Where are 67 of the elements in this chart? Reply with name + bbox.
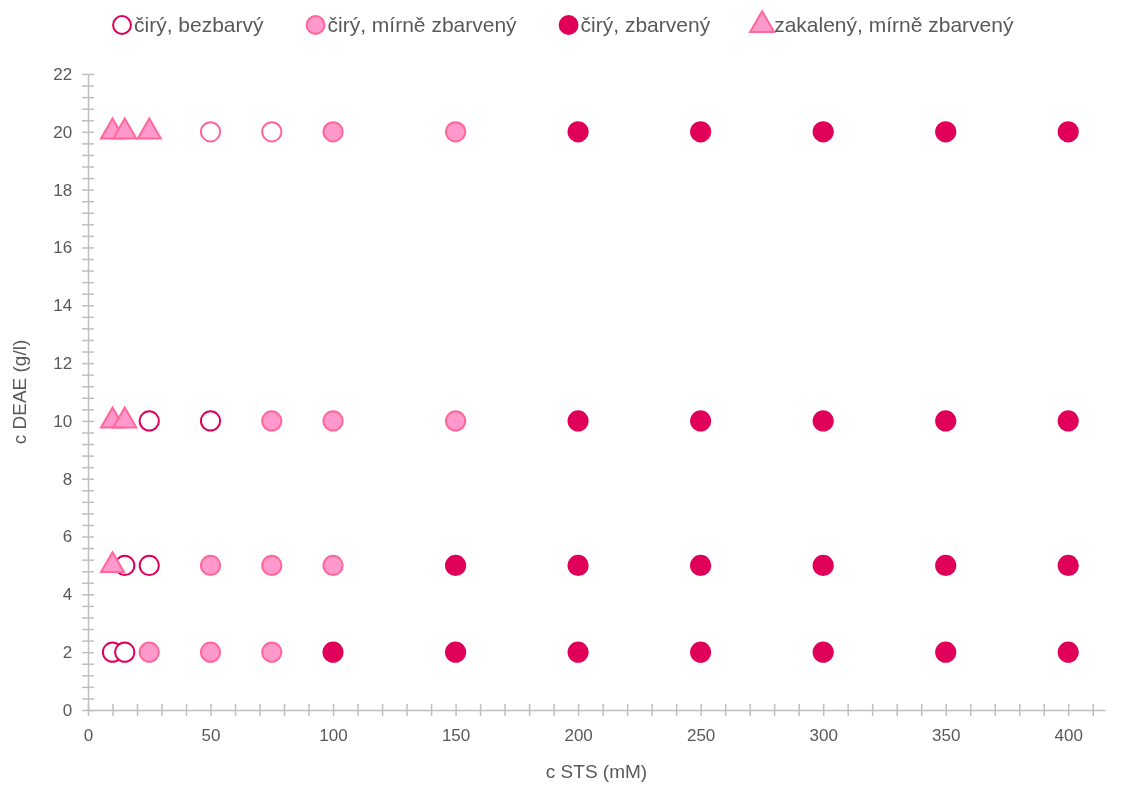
y-tick-label: 10	[53, 411, 73, 431]
point	[690, 641, 712, 663]
x-tick-label: 200	[564, 726, 593, 746]
point	[812, 121, 834, 143]
y-tick-label: 12	[53, 354, 73, 374]
y-tick-label: 4	[62, 585, 73, 605]
legend-label: zakalený, mírně zbarvený	[774, 13, 1014, 36]
point	[199, 410, 222, 432]
y-tick-label: 8	[62, 469, 73, 489]
point	[567, 554, 589, 577]
y-tick-label: 20	[53, 122, 73, 142]
point	[138, 554, 160, 577]
point	[444, 554, 467, 577]
point	[1057, 121, 1079, 143]
point	[935, 121, 957, 143]
point	[199, 121, 222, 143]
point	[444, 121, 467, 143]
point	[1057, 554, 1079, 577]
point	[322, 121, 344, 143]
x-axis-title: c STS (mM)	[545, 761, 648, 782]
x-tick-label: 0	[83, 726, 94, 746]
point	[935, 641, 957, 663]
point	[322, 554, 344, 577]
y-tick-label: 0	[62, 700, 73, 720]
legend-label: čirý, bezbarvý	[133, 13, 265, 36]
y-tick-label: 14	[53, 296, 73, 316]
point	[322, 410, 344, 432]
point	[1057, 410, 1079, 432]
point	[1057, 641, 1079, 663]
point	[812, 641, 834, 663]
y-tick-label: 18	[53, 180, 73, 200]
y-axis-title: c DEAE (g/l)	[9, 339, 30, 445]
x-tick-label: 350	[932, 726, 961, 746]
point	[690, 410, 712, 432]
point	[138, 641, 160, 663]
point	[261, 121, 283, 143]
point	[322, 641, 344, 663]
point	[444, 641, 467, 663]
x-tick-label: 300	[809, 726, 838, 746]
point	[935, 410, 957, 432]
point	[261, 554, 283, 577]
point	[199, 641, 222, 663]
point	[935, 554, 957, 577]
legend-label: čirý, mírně zbarvený	[327, 13, 518, 36]
y-tick-label: 6	[62, 527, 73, 547]
point	[567, 641, 589, 663]
y-tick-label: 2	[62, 643, 73, 663]
x-tick-label: 50	[201, 726, 221, 746]
x-tick-label: 100	[319, 726, 348, 746]
point	[199, 554, 222, 577]
point	[114, 641, 136, 663]
y-tick-label: 22	[53, 64, 73, 84]
x-tick-label: 400	[1054, 726, 1083, 746]
point	[690, 121, 712, 143]
x-tick-label: 150	[441, 726, 471, 746]
y-tick-label: 16	[53, 238, 73, 258]
point	[261, 410, 283, 432]
x-tick-label: 250	[686, 726, 716, 746]
point	[690, 554, 712, 577]
point	[138, 410, 160, 432]
point	[261, 641, 283, 663]
legend-label: čirý, zbarvený	[580, 13, 711, 36]
point	[567, 410, 589, 432]
point	[812, 410, 834, 432]
point	[567, 121, 589, 143]
point	[812, 554, 834, 577]
point	[444, 410, 467, 432]
